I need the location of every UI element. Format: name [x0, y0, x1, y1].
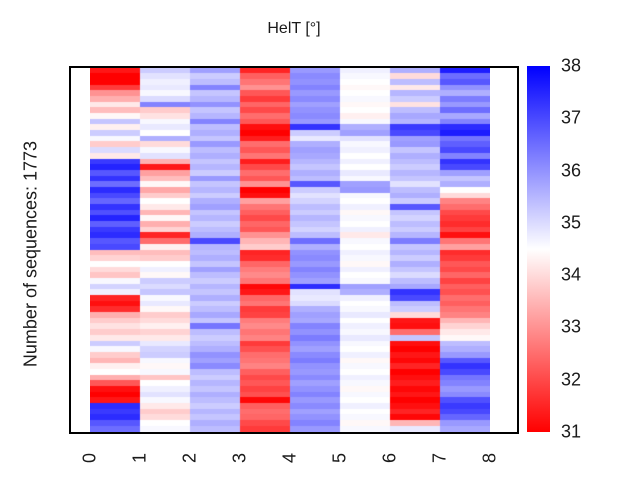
x-tick-label: 3	[229, 452, 250, 464]
heatmap-canvas	[90, 68, 490, 432]
chart-title: HelT [°]	[267, 20, 321, 37]
x-tick-label: 4	[279, 452, 300, 464]
x-tick-label: 5	[329, 452, 350, 464]
y-axis-label: Number of sequences: 1773	[20, 140, 41, 368]
colorbar-tick-label: 31	[561, 421, 582, 442]
x-tick-label: 2	[179, 452, 200, 464]
colorbar-tick-label: 34	[561, 264, 582, 285]
x-tick-label: 0	[79, 452, 100, 464]
x-tick-label: 8	[479, 452, 500, 464]
colorbar-tick-label: 33	[561, 316, 582, 337]
colorbar-tick-label: 35	[561, 212, 582, 233]
x-tick-label: 6	[379, 452, 400, 464]
colorbar-tick-label: 36	[561, 160, 582, 181]
colorbar-tick-label: 37	[561, 107, 582, 128]
colorbar	[527, 66, 550, 432]
colorbar-tick-label: 38	[561, 55, 582, 76]
colorbar-tick-label: 32	[561, 369, 582, 390]
plot-area	[69, 66, 519, 434]
x-tick-label: 7	[429, 452, 450, 464]
x-tick-label: 1	[129, 452, 150, 464]
